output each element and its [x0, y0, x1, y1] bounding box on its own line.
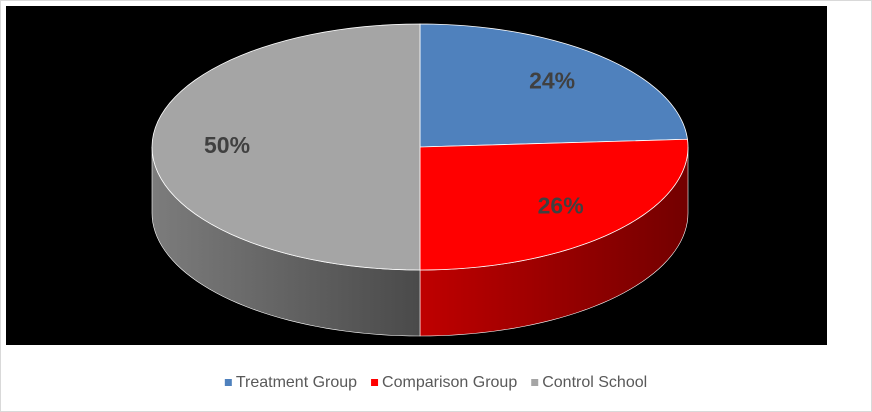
slice — [419, 138, 689, 271]
data-label: 50% — [204, 132, 250, 158]
legend-label: Treatment Group — [236, 374, 357, 391]
slice — [151, 23, 421, 271]
slice — [419, 23, 688, 148]
data-label: 24% — [529, 68, 575, 94]
legend-marker — [371, 379, 379, 386]
data-label: 26% — [538, 193, 584, 219]
legend-marker — [531, 379, 539, 386]
legend-marker — [224, 379, 232, 386]
legend-label: Control School — [542, 374, 647, 391]
legend-label: Comparison Group — [382, 374, 517, 391]
